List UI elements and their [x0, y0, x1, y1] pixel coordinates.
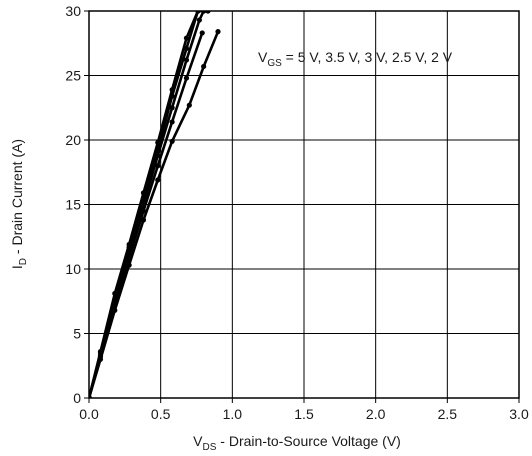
- data-point: [155, 177, 161, 183]
- data-point: [215, 29, 221, 35]
- y-tick-label: 0: [73, 390, 81, 406]
- series-group: [89, 11, 221, 398]
- y-tick-label: 25: [65, 68, 81, 84]
- data-point: [183, 75, 190, 81]
- x-tick-label: 1.0: [223, 406, 243, 422]
- grid: [88, 10, 520, 399]
- y-axis-ticks: 0 5 10 15 20 25 30: [65, 3, 89, 406]
- x-tick-label: 1.5: [294, 406, 314, 422]
- data-point: [183, 35, 190, 41]
- y-tick-label: 10: [65, 261, 81, 277]
- data-point: [199, 30, 205, 36]
- data-point: [169, 138, 175, 144]
- y-tick-label: 20: [65, 132, 81, 148]
- x-axis-ticks: 0.0 0.5 1.0 1.5 2.0 2.5 3.0: [79, 398, 529, 422]
- data-point: [183, 57, 190, 63]
- data-point: [112, 307, 118, 313]
- data-point: [140, 217, 147, 223]
- data-point: [186, 102, 192, 108]
- data-point: [126, 262, 132, 268]
- x-tick-label: 2.0: [366, 406, 386, 422]
- x-tick-label: 3.0: [509, 406, 529, 422]
- y-tick-label: 15: [65, 197, 81, 213]
- data-point: [201, 63, 207, 70]
- data-point: [169, 93, 175, 99]
- x-tick-label: 0.0: [79, 406, 99, 422]
- x-tick-label: 2.5: [438, 406, 458, 422]
- vgs-annotation: VGS = 5 V, 3.5 V, 3 V, 2.5 V, 2 V: [258, 49, 453, 69]
- data-point: [169, 119, 175, 125]
- y-tick-label: 30: [65, 3, 81, 19]
- data-point: [97, 356, 104, 362]
- data-point: [155, 163, 161, 169]
- data-point: [140, 208, 147, 214]
- data-point: [169, 105, 175, 111]
- y-axis-title: ID - Drain Current (A): [9, 139, 29, 269]
- data-point: [183, 45, 190, 52]
- x-tick-label: 0.5: [151, 406, 171, 422]
- series-line: [89, 30, 220, 398]
- x-axis-title: VDS - Drain-to-Source Voltage (V): [193, 433, 401, 453]
- data-point: [196, 17, 202, 23]
- y-tick-label: 5: [73, 326, 81, 342]
- data-point: [155, 152, 161, 159]
